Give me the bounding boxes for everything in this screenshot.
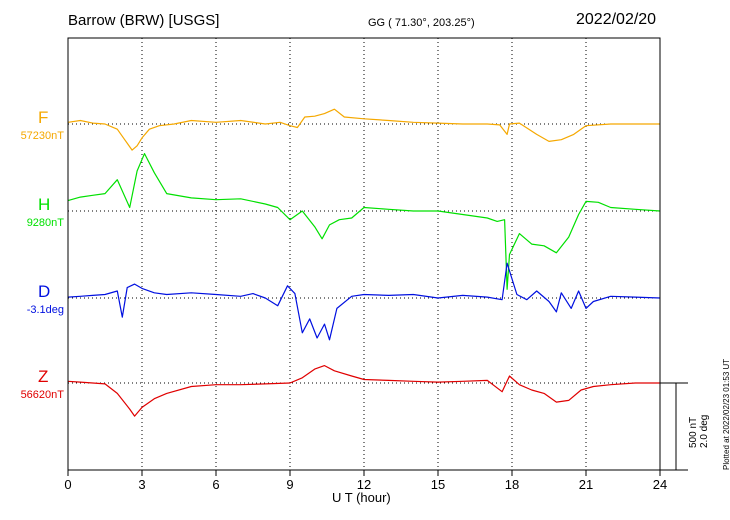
- station-coordinates: GG ( 71.30°, 203.25°): [368, 17, 475, 29]
- x-tick-label-0: 0: [64, 477, 71, 492]
- x-axis-ticks: 0 3 6 9 12 15 18 21 24: [64, 470, 667, 492]
- series-name-Z: Z: [38, 367, 49, 386]
- baseline-lines: [68, 123, 660, 384]
- x-tick-label-6: 6: [212, 477, 219, 492]
- x-axis-label: U T (hour): [332, 490, 391, 505]
- station-title: Barrow (BRW) [USGS]: [68, 12, 220, 29]
- x-tick-label-3: 3: [138, 477, 145, 492]
- series-line-Z: [67, 365, 660, 417]
- series-name-D: D: [38, 282, 51, 301]
- x-tick-label-21: 21: [579, 477, 593, 492]
- x-tick-label-15: 15: [431, 477, 445, 492]
- x-tick-label-24: 24: [653, 477, 667, 492]
- scale-text: 500 nT 2.0 deg: [688, 415, 710, 448]
- x-tick-label-18: 18: [505, 477, 519, 492]
- series-name-F: F: [38, 108, 49, 127]
- grid-lines: [141, 38, 587, 470]
- series-baseline-F: 57230nT: [20, 130, 64, 142]
- scale-deg: 2.0 deg: [699, 414, 710, 448]
- scale-nt: 500 nT: [688, 416, 699, 448]
- x-tick-label-12: 12: [357, 477, 371, 492]
- series-baseline-D: -3.1deg: [26, 304, 64, 316]
- chart-date: 2022/02/20: [576, 11, 657, 28]
- series-line-F: [67, 108, 660, 151]
- plotted-timestamp: Plotted at 2022/02/23 01:53 UT: [722, 358, 730, 470]
- x-tick-label-9: 9: [286, 477, 293, 492]
- series-baseline-Z: 56620nT: [20, 389, 64, 401]
- scale-bar: [660, 382, 688, 471]
- series-name-H: H: [38, 195, 51, 214]
- series-line-H: [67, 153, 661, 290]
- series-traces: [67, 108, 661, 417]
- series-baseline-H: 9280nT: [26, 217, 64, 229]
- series-line-D: [67, 262, 661, 341]
